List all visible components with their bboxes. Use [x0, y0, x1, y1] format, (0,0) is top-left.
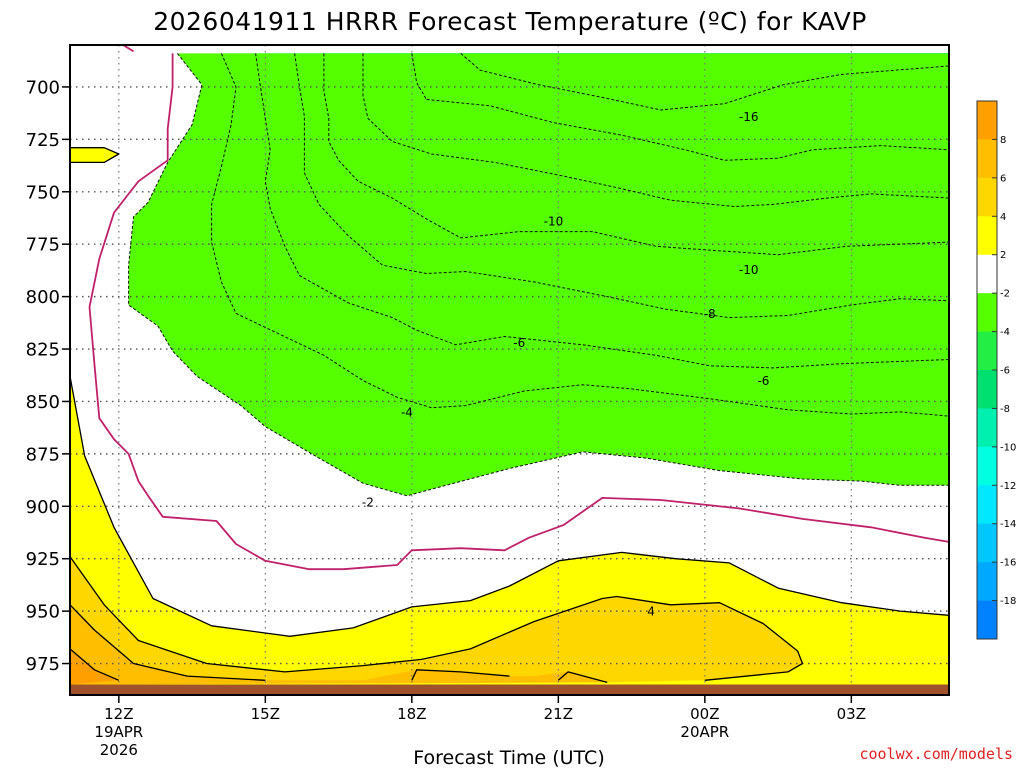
colorbar-label-9: -12: [1000, 481, 1016, 492]
colorbar-swatch-2: [977, 177, 997, 217]
y-tick-label-825: 825: [26, 340, 60, 361]
colorbar-label-7: -8: [1000, 404, 1010, 415]
contour-line-14: [70, 604, 266, 681]
y-tick-label-800: 800: [26, 287, 60, 308]
chart-title: 2026041911 HRRR Forecast Temperature (ºC…: [153, 7, 867, 36]
colorbar-label-10: -14: [1000, 519, 1016, 530]
x-tick-label-18Z: 18Z: [397, 705, 426, 723]
plot-area: -16 -10 -10 -8 -6 -6 -4 -2 4: [69, 44, 950, 696]
colorbar-swatch-10: [977, 485, 997, 525]
contour-line-11: [70, 376, 949, 637]
contour-label-4: -6: [513, 336, 525, 350]
y-tick-label-900: 900: [26, 497, 60, 518]
ground-surface: [70, 684, 949, 695]
contour-line-10: [121, 45, 134, 53]
contour-label-7: -2: [362, 496, 374, 510]
contour-label-6: -4: [401, 405, 413, 419]
colorbar: 8 6 4 2 -2 -4 -6 -8 -10 -12 -14 -16 -18: [976, 100, 1016, 640]
y-tick-label-925: 925: [26, 549, 60, 570]
y-tick-label-750: 750: [26, 182, 60, 203]
colorbar-label-2: 4: [1000, 212, 1006, 223]
y-tick-label-975: 975: [26, 654, 60, 675]
temperature-band-9: [70, 556, 803, 685]
contour-line-17: [70, 648, 120, 681]
colorbar-swatch-5: [977, 293, 997, 332]
colorbar-label-4: -2: [1000, 289, 1010, 300]
credit-text: coolwx.com/models: [859, 745, 1013, 763]
x-tick-label-03Z: 03Z: [837, 705, 866, 723]
colorbar-swatch-1: [977, 139, 997, 179]
x-tick-label-00Z: 00Z: [690, 705, 719, 723]
x-tick-label-21Z: 21Z: [544, 705, 573, 723]
contour-line-6: [255, 53, 949, 369]
temperature-band-7: [128, 53, 949, 496]
contour-label-1: -10: [544, 215, 564, 229]
colorbar-swatch-7: [977, 370, 997, 409]
contour-label-8: 4: [647, 605, 655, 619]
temperature-band-12: [70, 147, 119, 163]
contour-line-4: [323, 53, 949, 256]
contour-labels: -16 -10 -10 -8 -6 -6 -4 -2 4: [362, 110, 770, 619]
colorbar-label-8: -10: [1000, 442, 1016, 453]
colorbar-swatch-13: [977, 600, 997, 640]
y-tick-label-875: 875: [26, 444, 60, 465]
contour-line-13: [70, 556, 804, 681]
y-tick-label-700: 700: [26, 77, 60, 98]
colorbar-swatch-3: [977, 216, 997, 256]
x-tick-year-12Z: 2026: [100, 741, 138, 759]
colorbar-label-0: 8: [1000, 135, 1006, 146]
contour-line-16: [557, 671, 608, 684]
contour-label-3: -8: [704, 307, 716, 321]
colorbar-swatch-9: [977, 446, 997, 486]
contour-line-12: [70, 147, 120, 164]
filled-contours: [70, 53, 949, 695]
contour-line-1: [460, 53, 949, 111]
colorbar-swatch-11: [977, 523, 997, 563]
y-axis: 700 725 750 775 800 825 850 875 900 925 950 975: [26, 77, 70, 675]
contour-line-0: [426, 99, 949, 161]
x-tick-date-12Z: 19APR: [94, 723, 143, 741]
colorbar-swatch-0: [977, 101, 997, 140]
contour-line-7: [211, 53, 949, 417]
colorbar-label-12: -18: [1000, 596, 1016, 607]
colorbar-label-3: 2: [1000, 250, 1006, 261]
colorbar-swatch-4: [977, 254, 997, 294]
colorbar-swatch-6: [977, 331, 997, 371]
contour-line-8: [128, 53, 949, 497]
temperature-band-10: [70, 604, 608, 685]
contour-line-2: [411, 53, 427, 100]
x-tick-label-15Z: 15Z: [251, 705, 280, 723]
contour-lines: [70, 45, 949, 684]
contour-line-15: [411, 669, 510, 681]
colorbar-label-5: -4: [1000, 327, 1010, 338]
colorbar-label-6: -6: [1000, 366, 1010, 377]
colorbar-swatch-8: [977, 408, 997, 448]
y-tick-label-850: 850: [26, 392, 60, 413]
contour-line-9: [88, 53, 949, 571]
y-tick-label-950: 950: [26, 602, 60, 623]
plot-frame: [69, 44, 950, 696]
contour-line-3: [362, 53, 949, 207]
colorbar-label-11: -16: [1000, 558, 1016, 569]
contour-line-5: [294, 53, 949, 319]
x-tick-date-00Z: 20APR: [680, 723, 729, 741]
contour-label-5: -6: [757, 374, 769, 388]
contour-label-2: -10: [739, 263, 759, 277]
contour-label-0: -16: [739, 110, 759, 124]
colorbar-label-1: 6: [1000, 173, 1006, 184]
colorbar-swatch-12: [977, 562, 997, 601]
x-tick-label-12Z: 12Z: [104, 705, 133, 723]
y-tick-label-725: 725: [26, 130, 60, 151]
x-axis-label: Forecast Time (UTC): [413, 747, 604, 768]
y-tick-label-775: 775: [26, 235, 60, 256]
